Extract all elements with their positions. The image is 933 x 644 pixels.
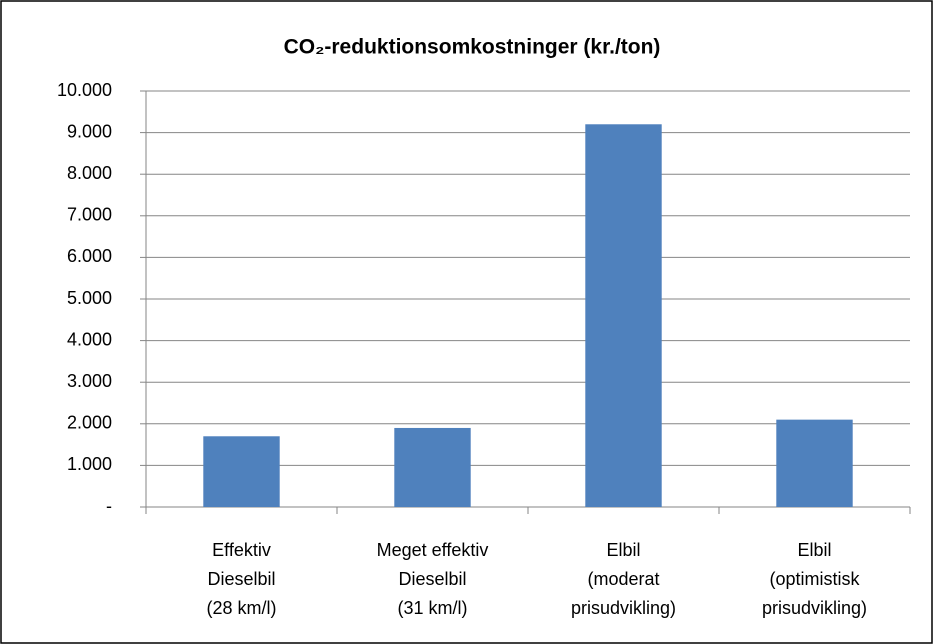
bar (585, 124, 662, 507)
y-tick-label: 4.000 (67, 329, 112, 349)
bar (776, 419, 853, 507)
x-tick-label: (optimistisk (769, 569, 860, 589)
x-tick-label: (moderat (587, 569, 659, 589)
x-tick-label: (28 km/l) (206, 598, 276, 618)
y-tick-label: 7.000 (67, 205, 112, 225)
y-tick-label: - (106, 496, 112, 516)
x-tick-label: Elbil (606, 540, 640, 560)
x-tick-label: Meget effektiv (377, 540, 489, 560)
bar (394, 427, 471, 507)
y-tick-label: 1.000 (67, 454, 112, 474)
x-tick-label: (31 km/l) (397, 598, 467, 618)
x-tick-label: prisudvikling) (762, 598, 867, 618)
x-tick-label: Dieselbil (207, 569, 275, 589)
y-tick-label: 6.000 (67, 246, 112, 266)
x-tick-label: Effektiv (212, 540, 271, 560)
y-tick-label: 8.000 (67, 163, 112, 183)
y-tick-label: 5.000 (67, 288, 112, 308)
y-tick-label: 10.000 (57, 80, 112, 100)
x-tick-label: Elbil (797, 540, 831, 560)
y-tick-label: 3.000 (67, 371, 112, 391)
bar (203, 436, 280, 507)
x-tick-label: Dieselbil (398, 569, 466, 589)
chart-title: CO₂-reduktionsomkostninger (kr./ton) (284, 36, 661, 59)
y-tick-label: 2.000 (67, 413, 112, 433)
x-tick-label: prisudvikling) (571, 598, 676, 618)
y-tick-label: 9.000 (67, 121, 112, 141)
